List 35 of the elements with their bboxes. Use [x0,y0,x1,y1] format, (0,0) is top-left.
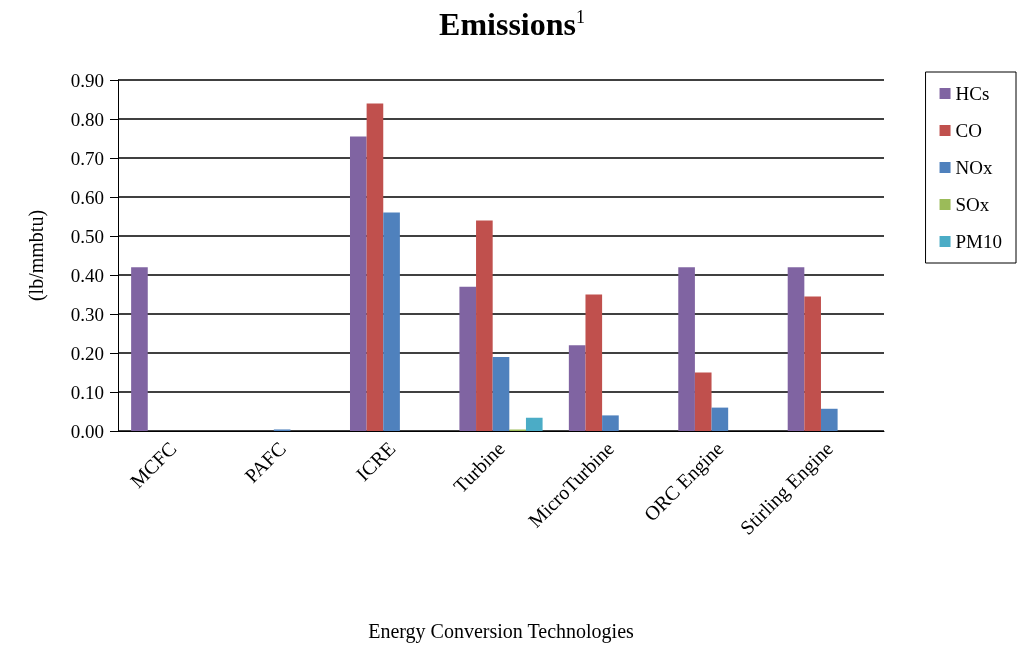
bar [476,220,493,431]
bar [459,286,477,431]
y-tick-label: 0.40 [70,264,104,286]
x-axis-title: Energy Conversion Technologies [368,620,635,643]
y-tick-label: 0.20 [70,342,104,364]
legend-label: HCs [955,83,990,104]
bar [492,356,510,431]
bar [694,372,712,431]
y-tick-label: 0.10 [70,381,104,403]
chart-title: Emissions$^{1}$ [438,6,586,43]
legend-label: PM10 [955,231,1003,252]
bar [131,267,148,431]
bar [585,294,603,431]
bar [678,267,695,431]
bar [366,103,384,431]
y-tick-label: 0.00 [70,420,104,442]
y-tick-label: 0.50 [70,225,104,247]
bar [820,408,838,431]
legend-label: NOx [955,157,993,178]
y-tick-label: 0.90 [70,69,104,91]
y-tick-label: 0.80 [70,108,104,130]
bar [349,136,367,431]
bar [383,212,400,431]
bar [525,417,543,431]
bar [711,407,729,431]
y-tick-label: 0.30 [70,303,104,325]
bar [787,267,805,431]
bar [804,296,821,431]
y-tick-label: 0.70 [70,147,104,169]
bar [602,415,619,431]
legend-label: CO [955,120,982,141]
legend-label: SOx [955,194,990,215]
y-axis-title: (lb/mmbtu) [25,209,48,302]
bar [568,345,586,431]
y-tick-label: 0.60 [70,186,104,208]
